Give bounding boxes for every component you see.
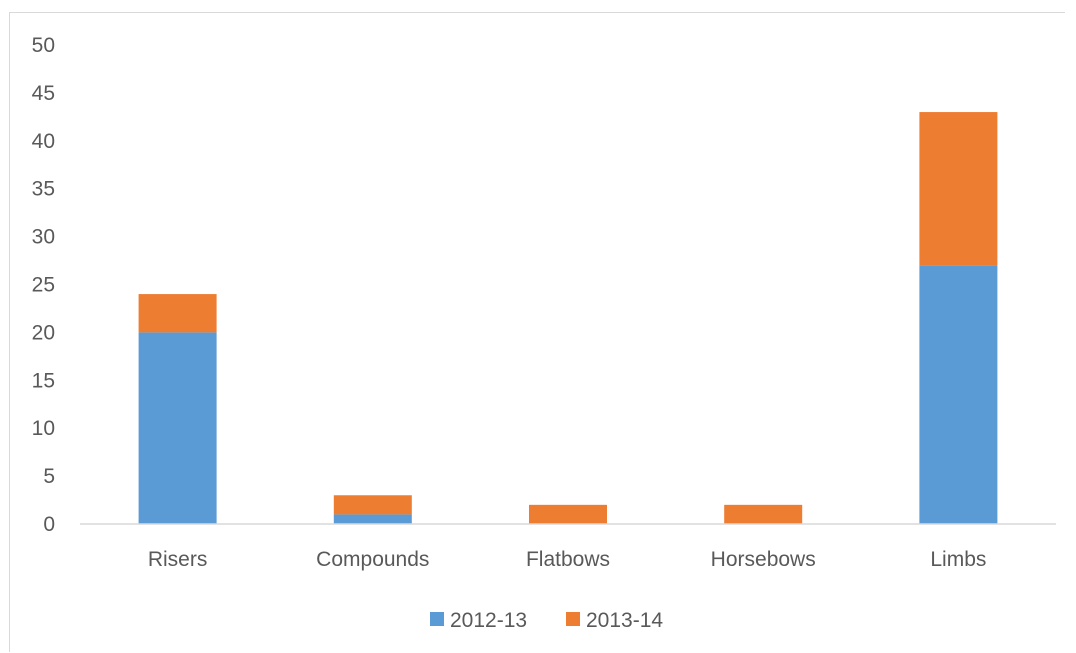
y-tick-label: 40 [32, 130, 55, 153]
bar-compounds-series-1 [333, 495, 412, 515]
y-tick-label: 0 [43, 513, 55, 536]
y-tick-label: 5 [43, 465, 55, 488]
bar-flatbows-series-1 [529, 504, 607, 524]
bar-compounds-series-0 [333, 514, 412, 524]
bar-risers-series-0 [138, 332, 217, 524]
x-category-label: Compounds [316, 548, 429, 571]
bar-limbs-series-1 [919, 112, 998, 266]
x-category-label: Limbs [930, 548, 986, 571]
x-axis-categories: Risers Compounds Flatbows Horsebows Limbs [148, 548, 987, 571]
y-tick-label: 30 [32, 226, 55, 249]
legend-label: 2012-13 [450, 609, 527, 632]
y-tick-label: 35 [32, 178, 55, 201]
y-tick-label: 20 [32, 321, 55, 344]
bar-risers-series-1 [138, 294, 217, 333]
x-category-label: Horsebows [711, 548, 816, 571]
bar-horsebows-series-1 [724, 504, 803, 524]
y-axis-ticks: 0 5 10 15 20 25 30 35 40 45 50 [32, 34, 55, 536]
legend-swatch [430, 612, 444, 626]
y-tick-label: 10 [32, 417, 55, 440]
x-category-label: Flatbows [526, 548, 610, 571]
bars [138, 112, 998, 524]
y-tick-label: 45 [32, 82, 55, 105]
legend-label: 2013-14 [586, 609, 663, 632]
legend: 2012-13 2013-14 [430, 609, 663, 632]
x-category-label: Risers [148, 548, 208, 571]
legend-swatch [566, 612, 580, 626]
y-tick-label: 15 [32, 369, 55, 392]
bar-limbs-series-0 [919, 265, 998, 524]
y-tick-label: 25 [32, 274, 55, 297]
y-tick-label: 50 [32, 34, 55, 57]
